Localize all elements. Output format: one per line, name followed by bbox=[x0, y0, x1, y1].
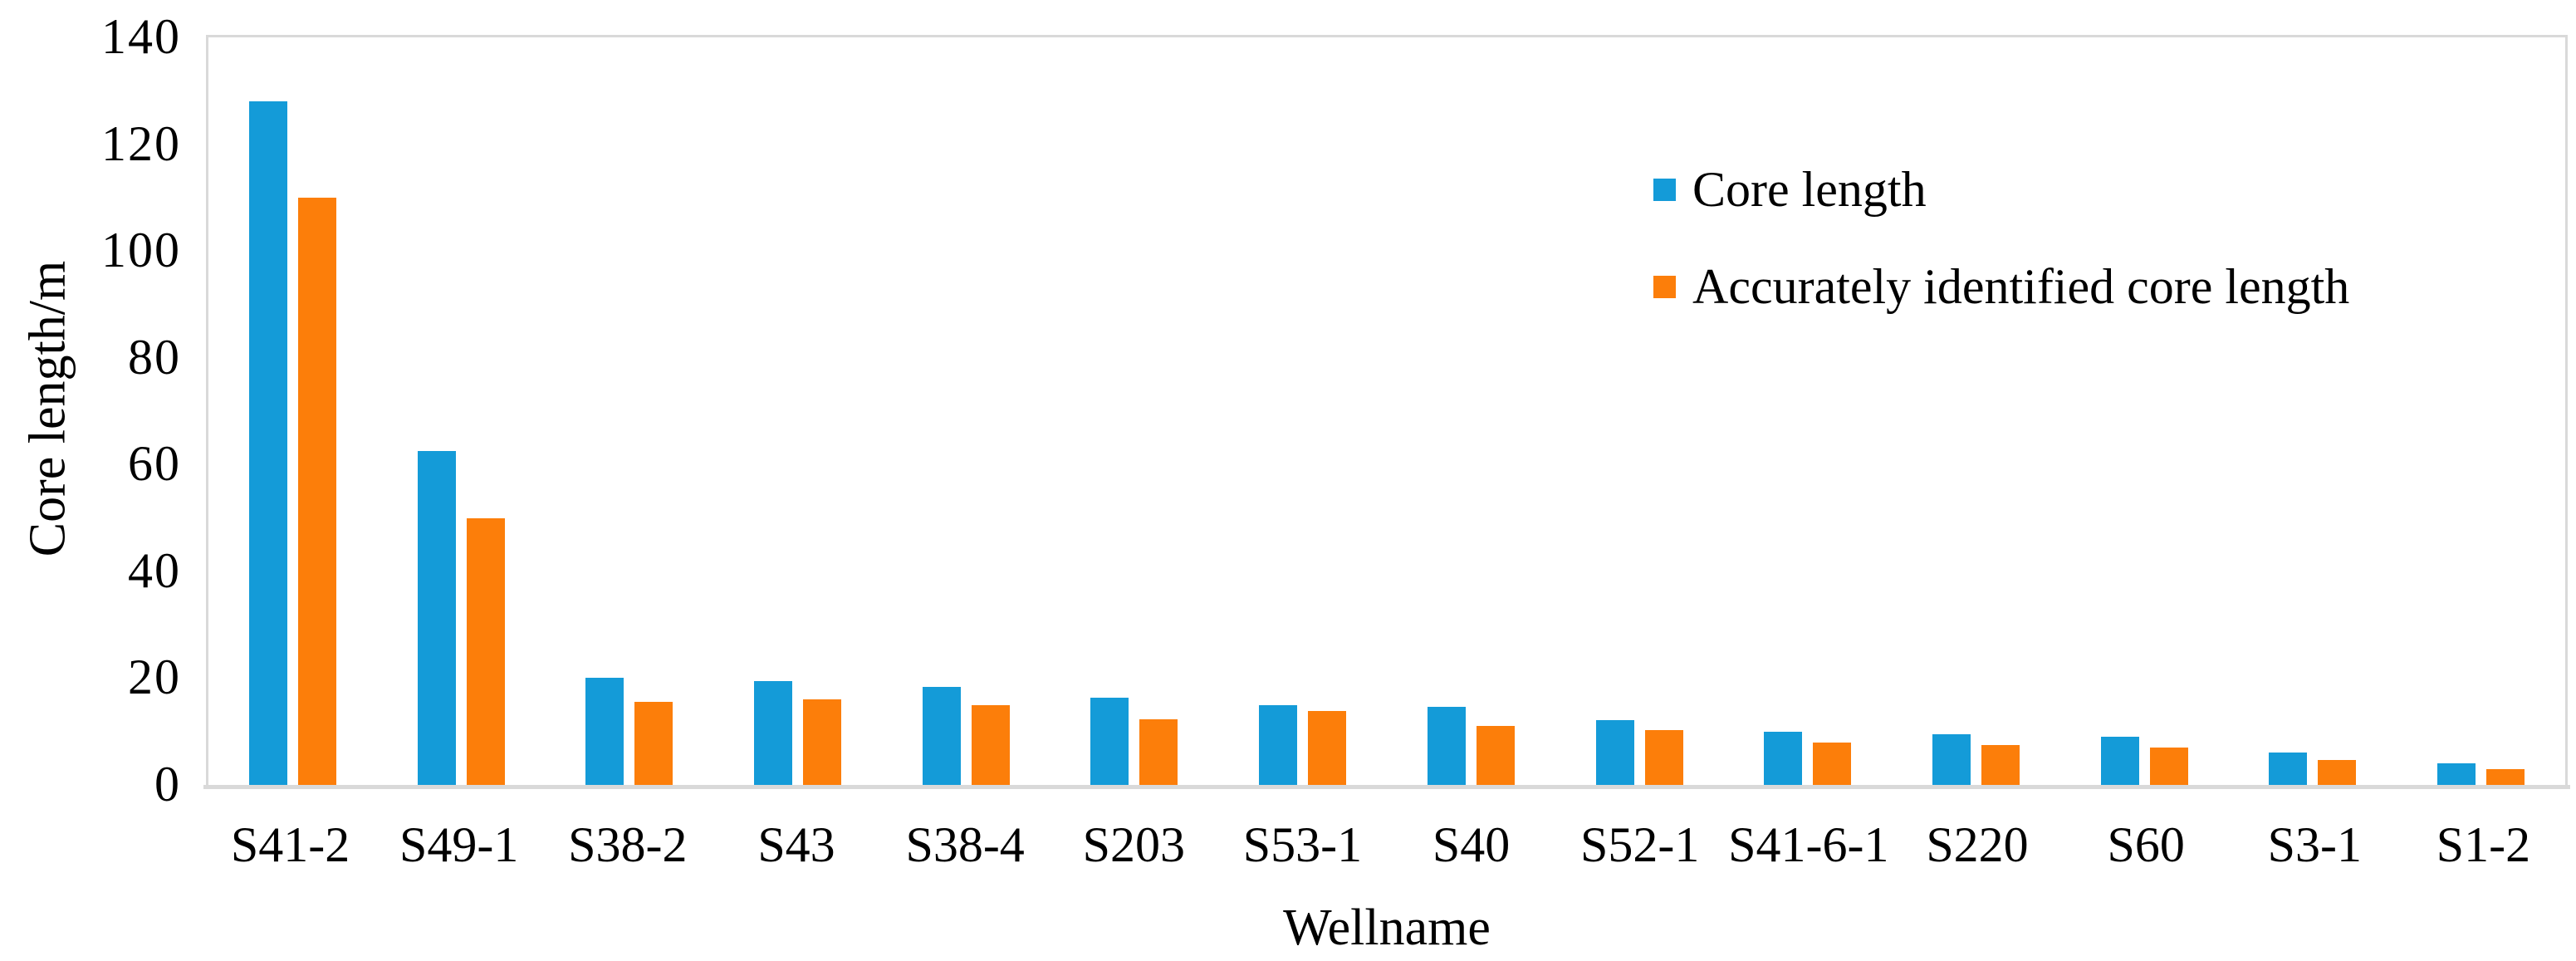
bar-core-length-s203 bbox=[1090, 698, 1129, 785]
category-group-S38-4 bbox=[882, 37, 1050, 785]
y-tick-label: 60 bbox=[128, 436, 181, 492]
bar-accurately-identified-core-length-s41-6-1 bbox=[1813, 742, 1852, 785]
bar-accurately-identified-core-length-s60 bbox=[2149, 748, 2188, 785]
x-tick-label-s60: S60 bbox=[2107, 817, 2185, 872]
category-group-S49-1 bbox=[377, 37, 546, 785]
category-group-S203 bbox=[1050, 37, 1219, 785]
category-group-S43 bbox=[713, 37, 882, 785]
bar-core-length-s220 bbox=[1932, 733, 1971, 785]
legend-label: Accurately identified core length bbox=[1692, 259, 2350, 314]
x-tick-label-s3-1: S3-1 bbox=[2267, 817, 2362, 872]
bar-accurately-identified-core-length-s220 bbox=[1981, 745, 2020, 785]
bar-core-length-s43 bbox=[754, 680, 793, 785]
y-tick-label: 100 bbox=[101, 223, 181, 278]
x-tick-label-s220: S220 bbox=[1926, 817, 2029, 872]
x-tick-label-s41-2: S41-2 bbox=[230, 817, 350, 872]
x-tick-label-s203: S203 bbox=[1082, 817, 1185, 872]
x-tick-label-s43: S43 bbox=[757, 817, 835, 872]
y-tick-label: 120 bbox=[101, 115, 181, 171]
bar-accurately-identified-core-length-s3-1 bbox=[2318, 759, 2357, 785]
x-axis-line bbox=[203, 785, 2570, 789]
bar-core-length-s1-2 bbox=[2437, 762, 2476, 785]
legend-swatch-icon bbox=[1653, 178, 1676, 201]
bar-accurately-identified-core-length-s1-2 bbox=[2486, 768, 2525, 785]
category-group-S52-1 bbox=[1555, 37, 1724, 785]
bar-core-length-s3-1 bbox=[2269, 753, 2308, 785]
bar-core-length-s52-1 bbox=[1595, 719, 1634, 785]
category-group-S53-1 bbox=[1218, 37, 1387, 785]
x-tick-label-s40: S40 bbox=[1432, 817, 1511, 872]
y-axis-title: Core length/m bbox=[19, 260, 76, 557]
legend-item: Accurately identified core length bbox=[1653, 261, 2349, 312]
bar-core-length-s38-2 bbox=[585, 678, 624, 785]
category-group-S40 bbox=[1387, 37, 1555, 785]
category-group-S3-1 bbox=[2229, 37, 2397, 785]
category-group-S38-2 bbox=[545, 37, 713, 785]
bar-accurately-identified-core-length-s41-2 bbox=[297, 197, 336, 785]
legend-item: Core length bbox=[1653, 164, 1927, 215]
bar-accurately-identified-core-length-s40 bbox=[1476, 726, 1515, 785]
x-tick-label-s1-2: S1-2 bbox=[2436, 817, 2531, 872]
bar-accurately-identified-core-length-s53-1 bbox=[1308, 711, 1347, 785]
bar-core-length-s40 bbox=[1427, 706, 1466, 785]
bar-accurately-identified-core-length-s52-1 bbox=[1644, 730, 1683, 785]
bar-core-length-s38-4 bbox=[922, 687, 961, 785]
legend-swatch-icon bbox=[1653, 275, 1676, 298]
y-tick-label: 40 bbox=[128, 542, 181, 598]
category-group-S220 bbox=[1892, 37, 2060, 785]
y-tick-label: 0 bbox=[154, 757, 181, 811]
legend-label: Core length bbox=[1692, 162, 1927, 217]
bar-core-length-s60 bbox=[2100, 737, 2139, 785]
x-tick-label-s53-1: S53-1 bbox=[1242, 817, 1363, 872]
bar-core-length-s41-2 bbox=[248, 101, 287, 785]
bar-core-length-s49-1 bbox=[417, 451, 456, 785]
category-group-S1-2 bbox=[2397, 37, 2565, 785]
x-tick-label-s38-2: S38-2 bbox=[568, 817, 688, 872]
category-group-S41-2 bbox=[208, 37, 377, 785]
bar-accurately-identified-core-length-s49-1 bbox=[466, 517, 505, 785]
category-group-S60 bbox=[2060, 37, 2229, 785]
x-axis-title: Wellname bbox=[1283, 900, 1491, 956]
x-tick-label-s49-1: S49-1 bbox=[399, 817, 519, 872]
x-tick-label-s52-1: S52-1 bbox=[1580, 817, 1700, 872]
bar-accurately-identified-core-length-s38-2 bbox=[634, 702, 673, 785]
category-group-S41-6-1 bbox=[1723, 37, 1892, 785]
bar-core-length-s53-1 bbox=[1259, 704, 1298, 785]
plot-area bbox=[206, 35, 2568, 785]
bar-accurately-identified-core-length-s38-4 bbox=[971, 704, 1010, 785]
bar-accurately-identified-core-length-s203 bbox=[1139, 718, 1178, 785]
y-tick-label: 140 bbox=[101, 9, 181, 64]
x-tick-label-s38-4: S38-4 bbox=[905, 817, 1025, 872]
bar-core-length-s41-6-1 bbox=[1764, 731, 1803, 785]
y-tick-label: 20 bbox=[128, 650, 181, 705]
bar-accurately-identified-core-length-s43 bbox=[803, 699, 842, 785]
y-tick-label: 80 bbox=[128, 329, 181, 385]
x-tick-label-s41-6-1: S41-6-1 bbox=[1728, 817, 1889, 872]
